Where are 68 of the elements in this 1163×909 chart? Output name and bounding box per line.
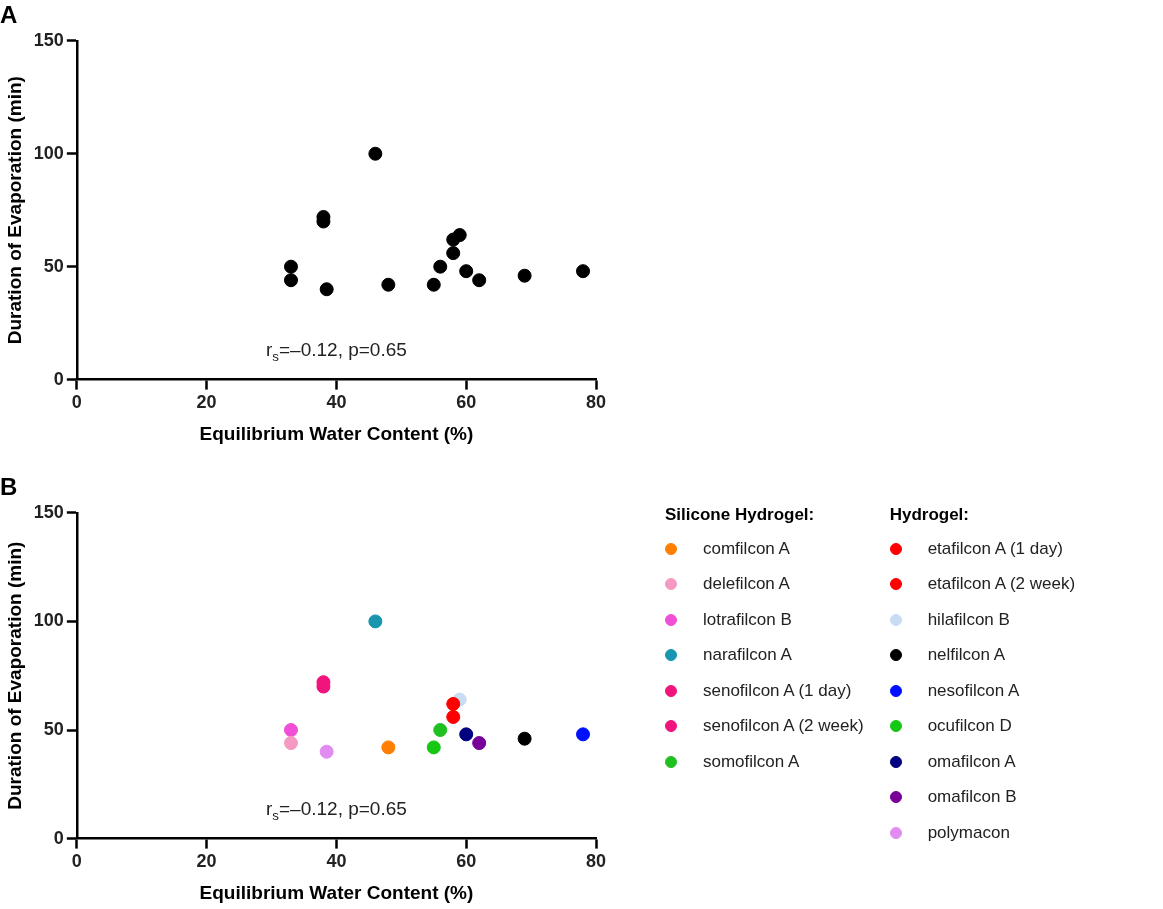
y-tick-label: 100 [33, 142, 64, 163]
y-tick-label: 100 [33, 610, 64, 631]
chart-title: A [0, 1, 18, 29]
point [472, 736, 487, 751]
legend-label: senofilcon A (1 day) [703, 680, 852, 701]
x-axis-title: Equilibrium Water Content (%) [199, 422, 474, 444]
legend-label: narafilcon A [703, 645, 792, 666]
point [459, 727, 474, 742]
y-axis-title: Duration of Evaporation (min) [3, 76, 25, 345]
point [446, 709, 461, 724]
text: Hydrogel: [889, 505, 970, 525]
point [283, 259, 298, 274]
point [319, 744, 334, 759]
text: Silicone Hydrogel: [665, 505, 816, 525]
legend-label: hilafilcon B [927, 609, 1010, 630]
legend-label: ocufilcon D [927, 716, 1012, 737]
legend-label: etafilcon A (2 week) [927, 574, 1076, 595]
x-tick-label: 80 [585, 392, 607, 413]
y-tick-label: 0 [53, 827, 64, 848]
point [283, 723, 298, 737]
chart-title: B [0, 473, 18, 501]
legend-label: senofilcon A (2 week) [703, 716, 864, 737]
point [368, 614, 383, 629]
point [319, 282, 334, 297]
point [381, 740, 396, 755]
x-tick-label: 80 [585, 851, 607, 872]
y-tick-label: 50 [43, 255, 64, 276]
point [381, 277, 396, 292]
x-tick-label: 0 [71, 851, 82, 872]
x-axis-title: Equilibrium Water Content (%) [199, 881, 474, 903]
point [433, 723, 448, 737]
legend-label: lotrafilcon B [703, 609, 792, 630]
legend-label: nesofilcon A [927, 680, 1020, 701]
y-tick-label: 0 [53, 368, 64, 389]
point [433, 259, 448, 274]
x-tick-label: 60 [456, 851, 477, 872]
point [576, 727, 591, 742]
point [452, 228, 467, 243]
legend-label: polymacon [927, 822, 1010, 843]
point [576, 264, 591, 279]
x-tick-label: 60 [456, 392, 477, 413]
point [446, 696, 461, 711]
legend-label: somofilcon A [703, 751, 800, 772]
legend-label: etafilcon A (1 day) [927, 538, 1063, 559]
point [517, 731, 532, 746]
point [517, 268, 532, 283]
x-tick-label: 20 [196, 392, 217, 413]
legend-label: omafilcon A [927, 751, 1016, 772]
y-tick-label: 150 [33, 501, 64, 522]
point [283, 736, 298, 751]
legend-label: nelfilcon A [927, 645, 1006, 666]
y-tick-label: 50 [43, 718, 64, 739]
x-tick-label: 20 [196, 851, 217, 872]
legend-label: omafilcon B [927, 787, 1017, 808]
legend-label: delefilcon A [703, 574, 790, 595]
point [426, 277, 441, 292]
x-tick-label: 40 [326, 392, 347, 413]
point [368, 146, 383, 161]
legend-label: comfilcon A [703, 538, 790, 559]
point [426, 740, 441, 755]
point [446, 246, 461, 261]
y-axis-title: Duration of Evaporation (min) [3, 541, 25, 810]
y-tick-label: 150 [33, 29, 64, 50]
x-tick-label: 0 [71, 392, 82, 413]
point [283, 273, 298, 288]
x-tick-label: 40 [326, 851, 347, 872]
point [459, 264, 474, 279]
point [472, 273, 487, 288]
